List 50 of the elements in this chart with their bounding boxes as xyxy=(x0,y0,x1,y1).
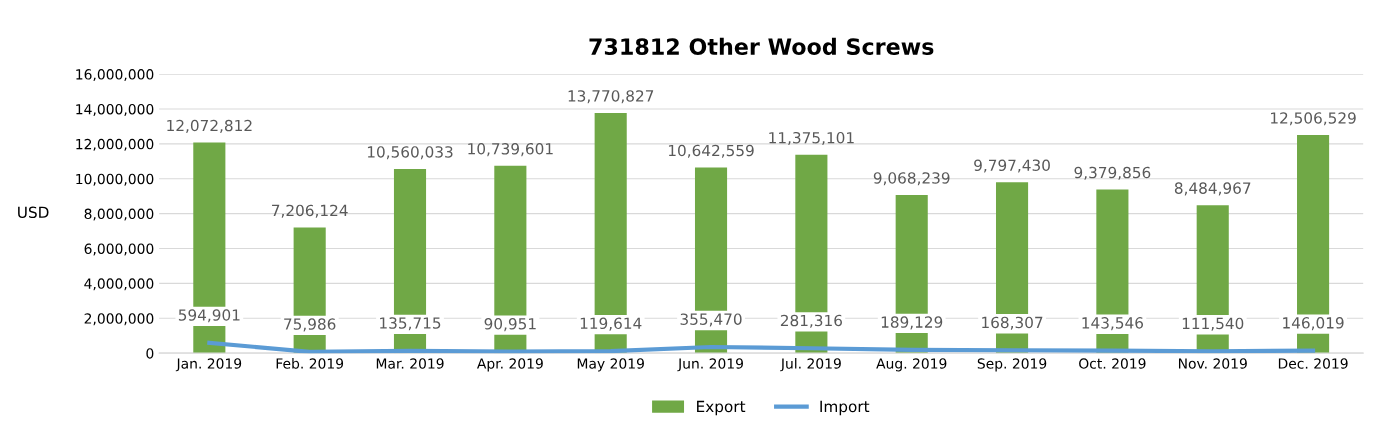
y-tick-label: 2,000,000 xyxy=(84,313,154,326)
data-label: 143,546 xyxy=(1082,317,1144,331)
data-label: 7,206,124 xyxy=(272,204,348,218)
data-label: 8,484,967 xyxy=(1174,182,1251,196)
x-tick-label: Jul. 2019 xyxy=(780,358,841,372)
data-label: 11,375,101 xyxy=(769,131,854,146)
x-tick-label: Dec. 2019 xyxy=(1278,358,1348,369)
data-label: 594,901 xyxy=(178,309,240,323)
data-label: 189,129 xyxy=(881,316,943,330)
data-label: 9,379,856 xyxy=(1074,166,1151,180)
data-label: 10,642,559 xyxy=(668,144,754,158)
line-series xyxy=(207,340,1316,354)
x-tick-label: Sep. 2019 xyxy=(977,358,1047,372)
legend-label: Export xyxy=(697,400,746,416)
x-tick-label: Jun. 2019 xyxy=(677,358,743,372)
data-label: 355,470 xyxy=(680,313,742,327)
legend-label: Import xyxy=(820,400,870,416)
data-label: 13,770,827 xyxy=(568,90,654,104)
y-tick-label: 4,000,000 xyxy=(84,278,154,291)
x-tick-label: May 2019 xyxy=(577,358,644,372)
data-label: 9,797,430 xyxy=(974,159,1050,173)
y-tick-label: 14,000,000 xyxy=(76,103,154,116)
data-label: 75,986 xyxy=(284,318,336,332)
data-label: 119,614 xyxy=(580,317,642,331)
data-label: 135,715 xyxy=(380,317,441,331)
y-tick-label: 16,000,000 xyxy=(76,69,154,82)
x-tick-label: Aug. 2019 xyxy=(876,358,947,372)
y-tick-label: 8,000,000 xyxy=(84,208,154,221)
data-label: 111,540 xyxy=(1182,317,1244,331)
y-tick-label: 10,000,000 xyxy=(76,173,154,186)
chart-title: 731812 Other Wood Screws xyxy=(589,37,934,55)
data-label: 9,068,239 xyxy=(873,172,950,186)
data-label: 10,560,033 xyxy=(367,146,453,160)
x-tick-label: Jan. 2019 xyxy=(175,358,242,372)
x-tick-label: Oct. 2019 xyxy=(1079,358,1146,369)
x-tick-label: Feb. 2019 xyxy=(276,358,344,369)
data-label: 12,506,529 xyxy=(1271,112,1356,126)
y-axis-title: USD xyxy=(18,206,49,219)
x-tick-label: Mar. 2019 xyxy=(376,358,444,369)
y-tick-label: 6,000,000 xyxy=(84,243,154,256)
data-label: 90,951 xyxy=(484,318,536,332)
data-label: 12,072,812 xyxy=(167,119,252,133)
x-tick-label: Nov. 2019 xyxy=(1178,358,1247,369)
data-label: 168,307 xyxy=(982,316,1043,330)
data-label: 281,316 xyxy=(780,314,842,328)
y-tick-label: 12,000,000 xyxy=(76,138,154,151)
x-tick-label: Apr. 2019 xyxy=(476,358,543,372)
data-label: 146,019 xyxy=(1283,317,1344,331)
data-label: 10,739,601 xyxy=(468,143,553,157)
y-tick-label: 0 xyxy=(146,348,154,359)
